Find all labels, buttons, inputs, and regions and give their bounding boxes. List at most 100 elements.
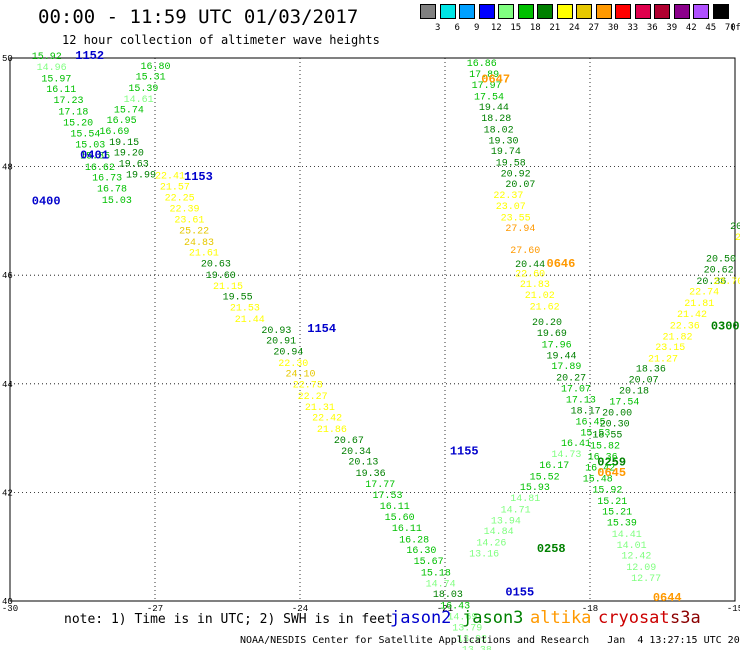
swh-value: 19.58 (496, 159, 526, 170)
scale-swatch (595, 4, 612, 19)
map-subtitle: 12 hour collection of altimeter wave hei… (62, 33, 380, 47)
note-text: note: 1) Time is in UTC; 2) SWH is in fe… (64, 612, 393, 627)
pass-time-label: 0645 (597, 466, 626, 480)
swh-value: 20.67 (334, 436, 364, 447)
swh-value: 16.80 (141, 62, 171, 73)
swh-value: 15.31 (136, 73, 166, 84)
swh-value: 20.00 (602, 408, 632, 419)
swh-value: 17.18 (58, 107, 88, 118)
swh-value: 25.22 (179, 226, 209, 237)
swh-value: 21.44 (235, 315, 265, 326)
swh-value: 19.44 (479, 103, 509, 114)
swh-value: 15.53 (580, 428, 610, 439)
swh-value: 16.11 (380, 502, 410, 513)
swh-value: 21.31 (305, 403, 335, 414)
scale-swatch (576, 4, 592, 19)
scale-swatch (556, 4, 573, 19)
swh-value: 14.26 (476, 539, 506, 550)
swh-value: 16.17 (539, 461, 569, 472)
swh-value: 20.27 (556, 374, 586, 385)
scale-swatch (478, 4, 495, 19)
pass-time-label: 0400 (32, 195, 61, 209)
swh-value: 18.17 (571, 407, 601, 418)
swh-value: 21.53 (230, 303, 260, 314)
pass-time-label: 0300 (711, 320, 740, 334)
swh-value: 17.07 (561, 384, 591, 395)
map-title: 00:00 - 11:59 UTC 01/03/2017 (38, 6, 359, 28)
swh-value: 18.55 (592, 431, 622, 442)
swh-value: 16.28 (399, 535, 429, 546)
swh-value: 15.54 (70, 130, 100, 141)
swh-value: 21.62 (530, 302, 560, 313)
swh-value: 22.74 (689, 288, 719, 299)
swh-value: 15.60 (385, 513, 415, 524)
scale-swatch (498, 4, 514, 19)
swh-value: 19.15 (109, 138, 139, 149)
swh-value: 17.13 (566, 395, 596, 406)
swh-value: 20.13 (348, 458, 378, 469)
scale-swatch (439, 4, 456, 19)
swh-value: 22.41 (155, 172, 185, 183)
swh-value: 13.16 (469, 549, 499, 560)
legend-altika: altika (530, 608, 592, 628)
legend-s3a: s3a (670, 608, 701, 628)
swh-value: 16.11 (392, 524, 422, 535)
swh-value: 15.92 (592, 485, 622, 496)
pass-time-label: 1154 (307, 322, 336, 336)
swh-value: 20.91 (266, 337, 296, 348)
swh-value: 14.96 (37, 63, 67, 74)
swh-value: 23.07 (496, 202, 526, 213)
swh-value: 21.81 (684, 299, 714, 310)
scale-label: 3 (435, 23, 441, 33)
swh-value: 15.92 (32, 52, 62, 63)
scale-label: 30 (607, 23, 619, 33)
swh-value: 20.34 (341, 447, 371, 458)
swh-value: 16.42 (585, 464, 615, 475)
swh-value: 18.36 (636, 364, 666, 375)
legend-jason3: jason3 (462, 608, 524, 628)
lat-tick-label: 40 (2, 597, 13, 607)
scale-label: 36 (646, 23, 658, 33)
lon-tick-label: -30 (2, 604, 18, 614)
swh-value: 27.60 (510, 246, 540, 257)
scale-label: 27 (588, 23, 600, 33)
swh-value: 15.21 (597, 497, 627, 508)
swh-value: 14.69 (447, 612, 477, 623)
lon-tick-label: -15 (727, 604, 740, 614)
swh-value: 15.52 (530, 472, 560, 483)
swh-value: 15.03 (75, 141, 105, 152)
lon-tick-label: -27 (147, 604, 163, 614)
swh-value: 19.60 (206, 271, 236, 282)
swh-value: 16.86 (467, 59, 497, 70)
scale-label: 18 (529, 23, 541, 33)
swh-value: 15.39 (128, 84, 158, 95)
swh-value: 22.60 (515, 269, 545, 280)
swh-value: 20.44 (515, 260, 545, 271)
pass-time-label: 0644 (653, 591, 682, 605)
pass-time-label: 0401 (80, 148, 109, 162)
scale-unit: (ft) (730, 23, 740, 33)
lat-tick-label: 42 (2, 488, 13, 498)
swh-value: 21.42 (677, 310, 707, 321)
swh-value: 13.38 (462, 646, 492, 650)
scale-label: 15 (510, 23, 522, 33)
swh-value: 22.73 (293, 381, 323, 392)
swh-value: 20.50 (706, 255, 736, 266)
swh-value: 19.20 (114, 149, 144, 160)
swh-value: 17.97 (472, 81, 502, 92)
pass-time-label: 0259 (597, 455, 626, 469)
swh-value: 17.54 (474, 92, 504, 103)
pass-time-label: 0258 (537, 542, 566, 556)
swh-value: 16.30 (406, 546, 436, 557)
map-frame (9, 57, 736, 602)
lat-tick-label: 44 (2, 380, 13, 390)
swh-value: 24.83 (184, 238, 214, 249)
pass-time-label: 1153 (184, 170, 213, 184)
scale-label: 6 (454, 23, 460, 33)
swh-value: 20.07 (629, 376, 659, 387)
pass-time-label: 0647 (481, 72, 510, 86)
swh-value: 20.07 (505, 180, 535, 191)
swh-value: 12.09 (626, 563, 656, 574)
scale-label: 45 (705, 23, 717, 33)
swh-value: 23.55 (501, 213, 531, 224)
